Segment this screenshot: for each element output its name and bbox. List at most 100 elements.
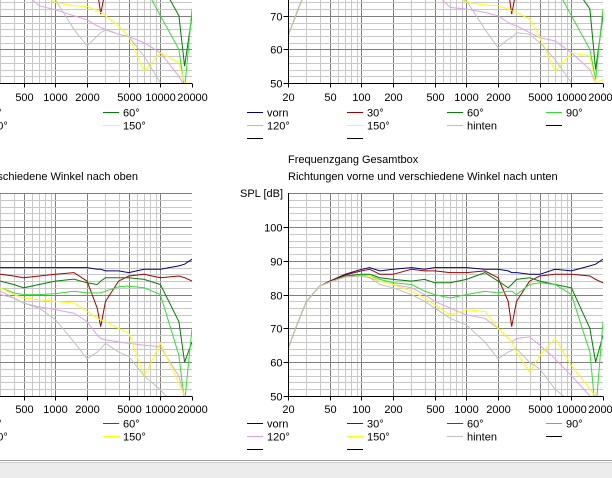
y-tick-label: 70 [270,324,282,336]
y-tick-label: 50 [270,392,282,404]
x-tick-label: 200 [384,404,402,416]
legend-label: 60° [123,108,140,120]
y-tick-label: 100 [264,223,282,235]
legend-item: 120° [247,432,290,444]
y-tick-label: 60 [270,358,282,370]
legend-label: 60° [467,108,484,120]
legend-item: 60° [103,108,140,120]
legend-label: 150° [367,121,390,133]
series-line-150deg [0,287,192,396]
legend-label: 150° [367,432,390,444]
x-tick-label: 1000 [454,404,478,416]
legend-item: 60° [447,419,484,431]
plot-area [288,0,603,83]
legend-item: 60° [103,419,140,431]
series-line-vorn [0,258,192,274]
series-line-hinten [288,275,565,396]
x-tick-label: 20000 [177,92,208,104]
y-tick-label: 50 [270,79,282,91]
x-tick-label: 50 [324,404,336,416]
series-line-120deg [31,0,184,83]
legend-label: 120° [0,121,8,133]
legend-label: 120° [267,432,290,444]
x-tick-label: 100 [352,404,370,416]
x-tick-label: 1000 [454,92,478,104]
x-tick-label: 2000 [486,92,510,104]
legend-label: hinten [467,121,497,133]
y-tick-label: 90 [270,257,282,269]
legend-item: 120° [0,121,8,133]
legend-item: hinten [447,432,497,444]
status-bar [0,460,612,478]
x-tick-label: 50 [324,92,336,104]
legend-item: 150° [103,121,146,133]
x-tick-label: 10000 [145,404,176,416]
x-tick-label: 5000 [528,92,552,104]
x-tick-label: 200 [384,92,402,104]
legend-item: 30° [0,108,2,120]
legend-label: hinten [467,432,497,444]
legend-label: 30° [0,419,2,431]
legend-item: 120° [247,121,290,133]
series-line-30deg [0,272,192,327]
x-tick-label: 500 [15,404,33,416]
x-tick-label: 5000 [528,404,552,416]
legend-label: 150° [123,432,146,444]
x-tick-label: 2000 [486,404,510,416]
series-line-30deg [288,268,603,349]
x-tick-label: 10000 [145,92,176,104]
x-tick-label: 2000 [75,92,99,104]
legend-label: 30° [367,108,384,120]
x-tick-label: 10000 [556,404,587,416]
x-tick-label: 20000 [588,404,612,416]
series-line-90deg [0,285,192,396]
series-line-60deg [0,277,192,363]
legend-item: 150° [347,432,390,444]
x-tick-label: 1000 [43,92,67,104]
legend-label: vorn [267,419,288,431]
x-tick-label: 100 [352,92,370,104]
series-line-hinten [288,0,573,83]
legend-item: 60° [447,108,484,120]
x-tick-label: 20 [282,404,294,416]
legend-label: 150° [123,121,146,133]
y-tick-label: 60 [270,45,282,57]
series-line-hinten [0,293,167,396]
chart-subtitle: Richtungen vorne und verschiedene Winkel… [0,171,138,183]
legend-item: 30° [347,419,384,431]
legend-label: 120° [267,121,290,133]
legend-item: hinten [447,121,497,133]
x-tick-label: 1000 [43,404,67,416]
series-line-150deg [288,0,603,83]
x-tick-label: 20000 [588,92,612,104]
legend-item: 150° [103,432,146,444]
legend-item: vorn [247,419,288,431]
x-tick-label: 500 [15,92,33,104]
x-tick-label: 5000 [117,92,141,104]
x-tick-label: 10000 [556,92,587,104]
legend-item: vorn [247,108,288,120]
legend-label: 60° [467,419,484,431]
legend-label: 120° [0,432,8,444]
plot-area [288,193,603,396]
legend-label: 60° [123,419,140,431]
legend-label: vorn [267,108,288,120]
chart-title: Frequenzgang Gesamtbox [288,154,419,166]
plot-area [0,193,192,396]
chart-subtitle: Richtungen vorne und verschiedene Winkel… [288,171,558,183]
series-line-120deg [288,0,597,83]
legend-item: 30° [0,419,2,431]
y-tick-label: 80 [270,291,282,303]
legend-label: 30° [367,419,384,431]
y-tick-label: 70 [270,12,282,24]
legend-label: 30° [0,108,2,120]
x-tick-label: 20 [282,92,294,104]
legend-item: 90° [546,108,583,120]
x-tick-label: 20000 [177,404,208,416]
x-tick-label: 500 [426,92,444,104]
series-line-150deg [50,0,192,83]
